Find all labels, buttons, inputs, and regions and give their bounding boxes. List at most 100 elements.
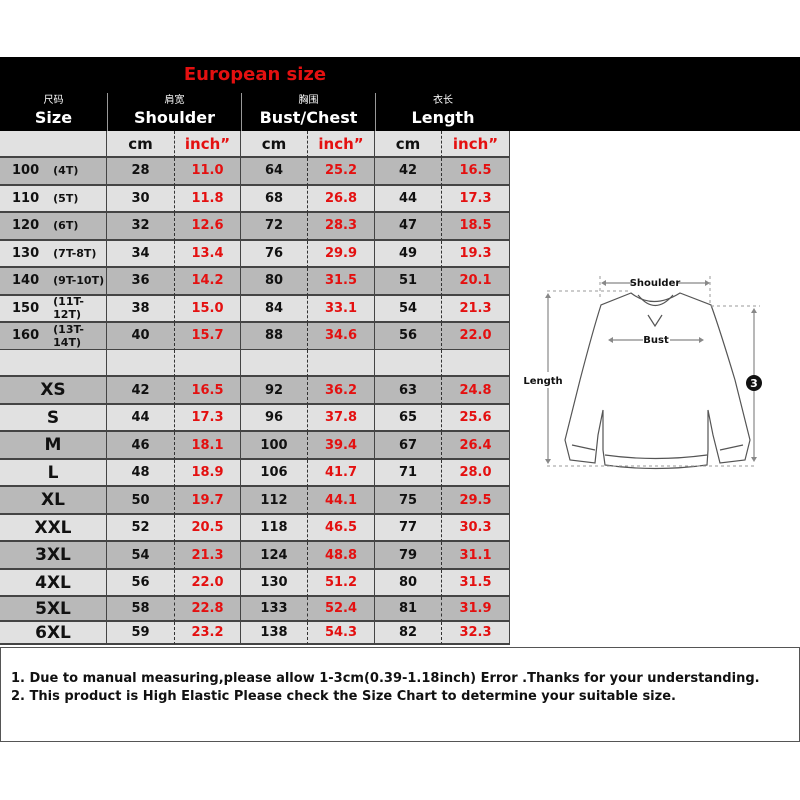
size-cell: 130 (7T-8T) (0, 240, 107, 268)
header-zh: 胸围 (298, 95, 319, 106)
value-cell: 59 (107, 622, 175, 645)
value-cell: 38 (107, 295, 175, 323)
size-cell: S (0, 405, 107, 432)
size-number: 150 (12, 300, 40, 316)
value-cell: 52.4 (308, 597, 375, 622)
age-label: (6T) (53, 219, 79, 233)
header-band (0, 57, 800, 131)
value-cell (107, 350, 175, 377)
value-cell: 92 (241, 377, 308, 405)
value-cell (375, 350, 442, 377)
age-label: (11T-12T) (53, 295, 84, 322)
value-cell: 67 (375, 432, 442, 460)
value-cell: 22.0 (442, 323, 510, 351)
age-label: (4T) (53, 164, 79, 178)
value-cell (241, 350, 308, 377)
value-cell: 65 (375, 405, 442, 432)
size-cell (0, 131, 107, 158)
value-cell: 40 (107, 323, 175, 351)
value-cell: 29.5 (442, 487, 510, 515)
marker-icon (746, 375, 762, 391)
marker-label: 3 (750, 377, 758, 390)
value-cell: 54.3 (308, 622, 375, 645)
value-cell: 46 (107, 432, 175, 460)
value-cell: 31.1 (442, 542, 510, 570)
value-cell: 15.0 (175, 295, 241, 323)
unit-cm: cm (107, 131, 175, 158)
value-cell: 18.1 (175, 432, 241, 460)
value-cell: 112 (241, 487, 308, 515)
value-cell: 41.7 (308, 460, 375, 487)
value-cell: 37.8 (308, 405, 375, 432)
value-cell: 51 (375, 268, 442, 296)
age-label: (13T-14T) (53, 322, 84, 349)
value-cell: 31.5 (308, 268, 375, 296)
value-cell: 138 (241, 622, 308, 645)
header-shoulder: 肩宽 Shoulder (107, 93, 241, 131)
value-cell (442, 350, 510, 377)
value-cell: 30.3 (442, 515, 510, 542)
value-cell: 11.0 (175, 158, 241, 186)
sweater-diagram: Shoulder Bust Length 3 (523, 276, 762, 470)
value-cell: 31.5 (442, 570, 510, 597)
value-cell: 51.2 (308, 570, 375, 597)
size-cell: 3XL (0, 542, 107, 570)
value-cell: 14.2 (175, 268, 241, 296)
unit-cm: cm (241, 131, 308, 158)
age-label: (5T) (53, 191, 79, 205)
value-cell: 48 (107, 460, 175, 487)
value-cell: 96 (241, 405, 308, 432)
value-cell: 64 (241, 158, 308, 186)
age-label: (7T-8T) (53, 246, 97, 260)
value-cell: 16.5 (442, 158, 510, 186)
value-cell: 29.9 (308, 240, 375, 268)
size-cell: XXL (0, 515, 107, 542)
value-cell: 133 (241, 597, 308, 622)
value-cell: 88 (241, 323, 308, 351)
size-number: 110 (12, 190, 40, 206)
value-cell: 25.2 (308, 158, 375, 186)
bust-label: Bust (643, 335, 669, 346)
size-cell: M (0, 432, 107, 460)
value-cell: 34 (107, 240, 175, 268)
value-cell: 26.8 (308, 185, 375, 213)
unit-inch: inch” (442, 131, 510, 158)
header-en: Bust/Chest (259, 108, 358, 127)
value-cell: 80 (241, 268, 308, 296)
value-cell: 12.6 (175, 213, 241, 241)
value-cell: 23.2 (175, 622, 241, 645)
size-number: 120 (12, 218, 40, 234)
value-cell: 32 (107, 213, 175, 241)
value-cell: 42 (375, 158, 442, 186)
value-cell: 48.8 (308, 542, 375, 570)
value-cell: 34.6 (308, 323, 375, 351)
size-cell: 6XL (0, 622, 107, 645)
value-cell: 81 (375, 597, 442, 622)
value-cell: 44.1 (308, 487, 375, 515)
value-cell (308, 350, 375, 377)
value-cell: 24.8 (442, 377, 510, 405)
size-cell: 150 (11T-12T) (0, 295, 107, 323)
value-cell: 49 (375, 240, 442, 268)
value-cell: 17.3 (175, 405, 241, 432)
value-cell: 25.6 (442, 405, 510, 432)
header-en: Size (34, 108, 73, 127)
value-cell: 20.1 (442, 268, 510, 296)
value-cell: 19.3 (442, 240, 510, 268)
value-cell: 44 (107, 405, 175, 432)
value-cell: 15.7 (175, 323, 241, 351)
header-en: Shoulder (134, 108, 215, 127)
size-cell: 110 (5T) (0, 185, 107, 213)
value-cell: 118 (241, 515, 308, 542)
age-label: (9T-10T) (53, 274, 105, 288)
value-cell: 21.3 (442, 295, 510, 323)
value-cell: 58 (107, 597, 175, 622)
value-cell: 50 (107, 487, 175, 515)
value-cell: 100 (241, 432, 308, 460)
notes-box: 1. Due to manual measuring,please allow … (0, 647, 800, 742)
size-cell: 120 (6T) (0, 213, 107, 241)
value-cell: 42 (107, 377, 175, 405)
value-cell: 31.9 (442, 597, 510, 622)
header-length: 衣长 Length (375, 93, 510, 131)
header-zh: 肩宽 (164, 95, 185, 106)
